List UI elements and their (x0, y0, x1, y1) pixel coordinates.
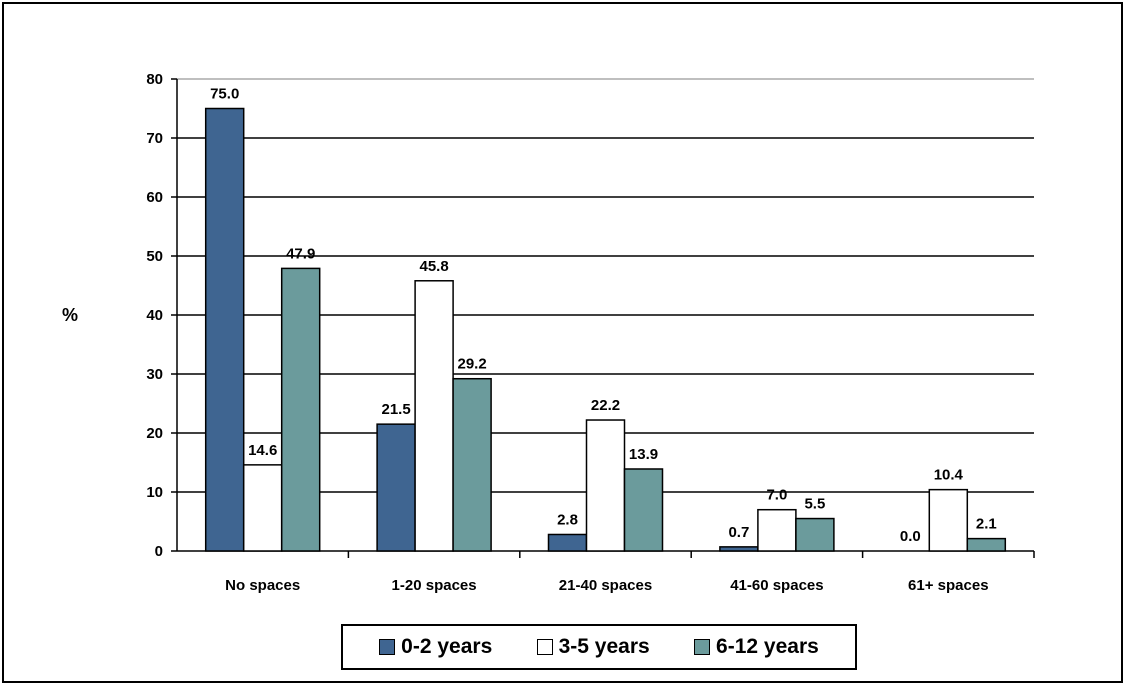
bar-6-12-years-0 (280, 267, 321, 552)
bar-0-2-years-0 (204, 107, 245, 552)
data-label: 0.7 (728, 524, 749, 541)
x-category-label: 1-20 spaces (392, 577, 477, 594)
data-label: 21.5 (381, 401, 410, 418)
y-tick-label: 50 (146, 248, 163, 265)
bar-6-12-years-3 (795, 517, 835, 552)
legend-label-1: 3-5 years (558, 635, 650, 658)
bars (204, 107, 1007, 552)
legend-swatch-0 (379, 639, 396, 655)
x-category-label: No spaces (225, 577, 300, 594)
data-label: 7.0 (766, 487, 787, 504)
data-label: 75.0 (210, 86, 239, 103)
bar-6-12-years-4 (966, 537, 1007, 552)
bar-chart: 0 10 20 30 40 50 60 70 80 No spaces 1-20 spaces 21-… (62, 71, 1035, 594)
legend-item-1: 3-5 years (536, 635, 650, 659)
bar-3-5-years-4 (928, 488, 969, 552)
bar-3-5-years-1 (414, 280, 454, 552)
data-label: 22.2 (591, 397, 620, 414)
y-tick-label: 70 (146, 130, 163, 147)
data-label: 5.5 (804, 496, 825, 513)
legend: 0-2 years 3-5 years 6-12 years (341, 624, 857, 670)
axes: 0 10 20 30 40 50 60 70 80 No spaces 1-20 spaces 21-… (146, 71, 1035, 594)
y-tick-label: 30 (146, 366, 163, 383)
y-tick-label: 20 (146, 425, 163, 442)
legend-label-2: 6-12 years (716, 635, 819, 658)
y-tick-label: 40 (146, 307, 163, 324)
data-label: 47.9 (286, 245, 315, 262)
bar-6-12-years-1 (452, 377, 492, 552)
data-label: 10.4 (934, 467, 964, 484)
data-label: 0.0 (900, 528, 921, 545)
bar-0-2-years-2 (547, 533, 588, 552)
legend-item-2: 6-12 years (694, 635, 819, 659)
bar-3-5-years-3 (757, 508, 797, 552)
bar-3-5-years-0 (242, 464, 283, 552)
data-label: 2.8 (557, 511, 578, 528)
legend-swatch-1 (536, 639, 553, 655)
legend-label-0: 0-2 years (401, 635, 493, 658)
bar-0-2-years-1 (376, 423, 416, 552)
y-tick-label: 80 (146, 71, 163, 88)
data-label: 14.6 (248, 442, 277, 459)
bar-3-5-years-2 (585, 419, 626, 552)
legend-item-0: 0-2 years (379, 635, 492, 659)
data-labels: 75.0 14.6 47.9 21.5 45.8 29.2 2.8 22.2 13.9 0.7 7.… (210, 86, 997, 546)
x-category-label: 61+ spaces (908, 577, 989, 594)
y-tick-label: 60 (146, 189, 163, 206)
legend-swatch-2 (694, 639, 711, 655)
bar-0-2-years-3 (719, 546, 759, 552)
x-category-label: 41-60 spaces (730, 577, 823, 594)
data-label: 45.8 (419, 258, 448, 275)
x-category-label: 21-40 spaces (559, 577, 652, 594)
bar-6-12-years-2 (623, 468, 664, 552)
y-tick-label: 0 (155, 543, 163, 560)
y-axis-label: % (62, 305, 78, 325)
data-label: 2.1 (976, 516, 997, 533)
data-label: 13.9 (629, 446, 658, 463)
y-tick-label: 10 (146, 484, 163, 501)
data-label: 29.2 (457, 356, 486, 373)
